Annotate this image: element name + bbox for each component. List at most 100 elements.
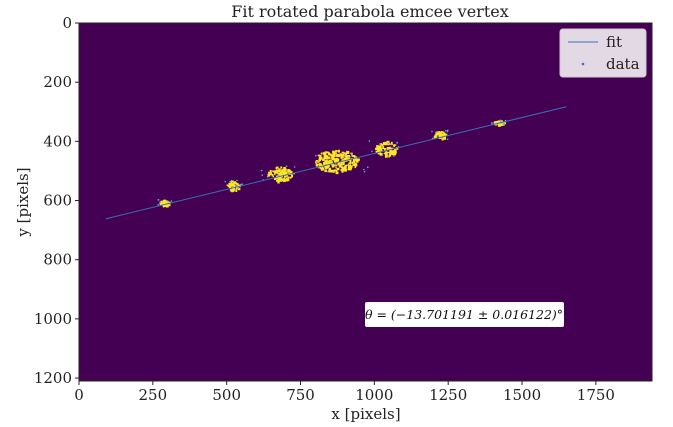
data-point xyxy=(368,140,371,142)
data-point xyxy=(446,138,449,141)
data-point xyxy=(276,169,278,171)
data-point xyxy=(318,158,320,162)
data-point xyxy=(431,130,433,133)
data-point xyxy=(323,159,325,161)
data-point xyxy=(237,184,241,187)
data-point xyxy=(270,172,273,175)
data-point xyxy=(229,183,233,185)
data-point xyxy=(236,179,238,182)
data-point xyxy=(165,200,169,204)
data-point xyxy=(393,144,396,147)
data-point xyxy=(324,169,327,173)
data-point xyxy=(363,168,365,171)
data-point xyxy=(229,181,232,184)
data-point xyxy=(319,163,323,166)
data-point xyxy=(330,163,334,166)
data-point xyxy=(393,150,397,152)
data-point xyxy=(323,156,325,159)
data-point xyxy=(284,179,287,182)
y-axis-label: y [pixels] xyxy=(14,167,32,237)
data-point xyxy=(380,147,383,149)
data-point xyxy=(315,160,319,162)
data-point xyxy=(498,123,500,126)
data-point xyxy=(234,181,236,183)
data-point xyxy=(353,159,355,162)
data-point xyxy=(333,159,337,163)
data-point xyxy=(351,162,354,164)
data-point xyxy=(337,162,341,166)
data-point xyxy=(324,161,326,165)
data-point xyxy=(278,168,281,171)
data-point xyxy=(389,150,392,153)
data-point xyxy=(161,202,163,206)
data-point xyxy=(491,122,493,125)
data-point xyxy=(349,159,352,163)
data-point xyxy=(346,155,348,159)
data-point xyxy=(331,169,335,172)
data-point xyxy=(266,176,269,178)
data-point xyxy=(440,131,444,133)
data-point xyxy=(228,184,231,188)
data-point xyxy=(237,187,241,191)
data-point xyxy=(336,167,340,171)
data-point xyxy=(319,157,322,159)
data-point xyxy=(342,168,345,172)
data-point xyxy=(289,176,292,179)
data-point xyxy=(271,173,274,177)
data-point xyxy=(446,130,449,133)
data-point xyxy=(241,183,243,185)
data-point xyxy=(347,168,351,171)
data-point xyxy=(378,151,382,155)
data-point xyxy=(328,153,332,156)
data-point xyxy=(278,170,281,173)
data-point xyxy=(345,156,347,158)
data-point xyxy=(162,204,165,208)
data-point xyxy=(279,179,282,182)
data-point xyxy=(315,154,317,157)
data-point xyxy=(391,147,394,150)
data-point xyxy=(354,163,358,165)
data-point xyxy=(342,162,345,166)
data-point xyxy=(366,166,369,168)
data-point xyxy=(274,170,277,173)
data-point xyxy=(394,152,397,156)
y-tick-label: 600 xyxy=(43,192,72,210)
data-point xyxy=(381,144,384,147)
data-point xyxy=(340,168,343,172)
data-point xyxy=(321,166,324,170)
data-point xyxy=(394,151,397,154)
data-point xyxy=(356,164,358,167)
data-point xyxy=(353,164,356,166)
data-point xyxy=(274,177,277,181)
data-point xyxy=(371,150,373,153)
data-point xyxy=(228,182,231,185)
data-point xyxy=(348,162,352,165)
data-point xyxy=(342,153,345,156)
data-point xyxy=(438,131,441,134)
data-point xyxy=(166,204,169,208)
data-point xyxy=(275,171,278,174)
data-point xyxy=(316,164,318,167)
data-point xyxy=(330,154,332,157)
data-point xyxy=(269,169,272,173)
x-tick-label: 250 xyxy=(139,386,168,404)
data-point xyxy=(355,160,359,163)
data-point xyxy=(315,161,317,164)
data-cluster-1 xyxy=(157,199,173,208)
data-point xyxy=(323,161,325,164)
data-point xyxy=(439,131,443,134)
data-point xyxy=(268,171,271,174)
data-point xyxy=(168,201,171,204)
data-point xyxy=(435,131,437,134)
data-point xyxy=(348,156,351,158)
data-point xyxy=(231,183,235,186)
data-point xyxy=(232,187,235,190)
data-point xyxy=(229,183,233,187)
data-point xyxy=(335,169,338,173)
data-point xyxy=(354,156,358,158)
legend-data-label: data xyxy=(606,55,640,73)
data-point xyxy=(279,172,283,176)
x-tick-label: 1250 xyxy=(429,386,467,404)
data-point xyxy=(323,151,325,155)
data-point xyxy=(349,168,352,171)
